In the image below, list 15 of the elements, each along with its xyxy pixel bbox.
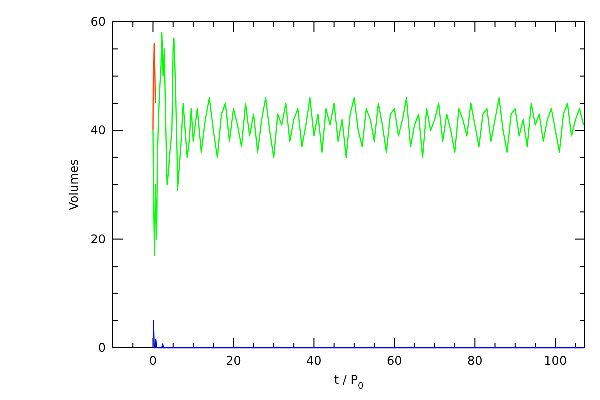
x-tick-label: 80 [468,354,483,368]
x-tick-label: 0 [149,354,158,368]
line-series [152,43,156,132]
x-tick-label: 60 [387,354,402,368]
y-tick-label: 60 [90,15,106,29]
y-tick-label: 0 [98,341,106,355]
line-series [152,32,584,256]
line-series [152,320,584,349]
y-tick-label: 40 [90,124,106,138]
y-axis-title: Volumes [67,160,81,210]
y-tick-label: 20 [90,232,106,246]
x-tick-label: 40 [306,354,322,368]
x-axis-title: t / P$_{0}$ [334,373,364,392]
x-tick-label: 20 [226,354,242,368]
x-tick-label: 100 [544,354,568,368]
